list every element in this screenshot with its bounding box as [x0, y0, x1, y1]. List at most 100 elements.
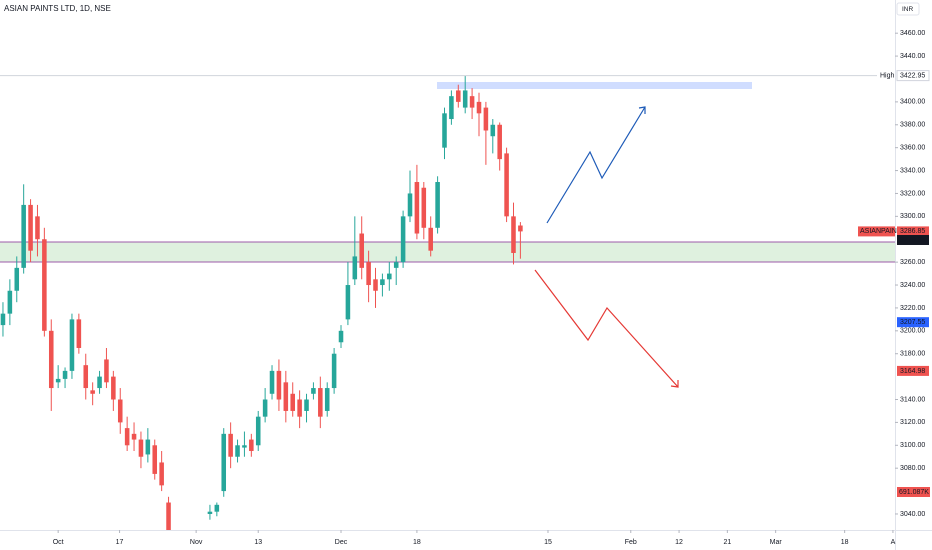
candle-body — [255, 416, 261, 446]
price-tag — [897, 365, 929, 376]
x-tick-label: Dec — [335, 539, 348, 546]
candle-body — [504, 153, 509, 217]
candle-body — [400, 216, 406, 263]
resistance-box — [437, 82, 752, 89]
candle-body — [83, 365, 89, 389]
x-tick-label: 18 — [413, 539, 421, 546]
candle-body — [0, 313, 6, 326]
y-tick-label: 3400.00 — [900, 99, 925, 106]
currency-box — [896, 2, 920, 16]
x-tick-label: 21 — [723, 539, 731, 546]
y-tick-label: 3100.00 — [900, 442, 925, 449]
bear-path — [534, 269, 679, 388]
candle-body — [428, 227, 433, 251]
y-tick-label: 3380.00 — [900, 122, 925, 129]
candle-body — [449, 96, 454, 120]
candle-body — [7, 290, 13, 314]
candle-body — [131, 433, 137, 440]
support-zone — [0, 241, 895, 263]
candle-body — [235, 445, 240, 457]
high-tag — [877, 70, 895, 81]
x-tick-label: A — [891, 539, 896, 546]
candle-body — [407, 193, 413, 217]
symbol-name: ASIANPAINT — [860, 228, 902, 235]
y-tick-label: 3180.00 — [900, 351, 925, 358]
zone-fill — [0, 242, 895, 262]
candle-body — [21, 204, 26, 268]
candle-body — [338, 330, 344, 343]
x-tick-label: Nov — [190, 539, 203, 546]
candle-body — [166, 502, 171, 530]
candle-body — [276, 370, 282, 400]
candle-body — [269, 370, 275, 394]
candle-body — [387, 273, 392, 280]
candle-body — [90, 390, 95, 394]
candle-body — [152, 445, 158, 474]
candle-body — [138, 439, 144, 457]
x-tick-label: 17 — [116, 539, 124, 546]
candle-body — [35, 216, 40, 240]
volume-tag — [897, 487, 930, 497]
price-value: 3207.55 — [900, 319, 925, 326]
candle-body — [393, 262, 399, 268]
candle-body — [62, 370, 68, 379]
candle-body — [76, 319, 82, 348]
x-tick-label: Oct — [53, 539, 64, 546]
candle-body — [352, 256, 358, 280]
y-tick-label: 3440.00 — [900, 53, 925, 60]
y-tick-label: 3080.00 — [900, 465, 925, 472]
y-tick-label: 3040.00 — [900, 511, 925, 518]
candle-body — [490, 124, 496, 137]
candle-body — [104, 359, 109, 383]
candle-body — [262, 399, 268, 417]
volume-value: 691.087K — [899, 489, 929, 496]
high-label: High — [880, 72, 895, 79]
candle-body — [28, 204, 33, 251]
y-tick-label: 3220.00 — [900, 305, 925, 312]
candle-body — [324, 388, 330, 411]
candle-body — [359, 233, 364, 268]
price-value: 3164.98 — [900, 368, 925, 375]
x-tick-label: 15 — [544, 539, 552, 546]
candle-body — [48, 330, 54, 389]
candle-body — [124, 428, 130, 446]
candles — [0, 75, 523, 530]
candle-body — [145, 439, 151, 455]
candle-body — [373, 279, 378, 291]
chart-title: ASIAN PAINTS LTD, 1D, NSE — [4, 4, 111, 13]
candle-body — [228, 433, 233, 457]
candle-body — [111, 376, 116, 400]
price-tag — [897, 234, 929, 245]
y-tick-label: 3300.00 — [900, 213, 925, 220]
candle-body — [414, 182, 420, 234]
y-tick-label: 3200.00 — [900, 328, 925, 335]
candle-body — [456, 90, 461, 102]
candle-body — [511, 216, 516, 253]
price-tag — [897, 317, 929, 328]
candle-body — [290, 393, 295, 411]
bear-arrowhead — [670, 380, 679, 388]
high-value: 3422.95 — [900, 72, 925, 79]
candle-body — [55, 378, 61, 383]
y-tick-label: 3340.00 — [900, 167, 925, 174]
y-tick-label: 3120.00 — [900, 419, 925, 426]
x-tick-label: 18 — [841, 539, 849, 546]
y-tick-label: 3260.00 — [900, 259, 925, 266]
candle-body — [345, 285, 351, 320]
candle-body — [221, 433, 227, 492]
y-tick-label: 3360.00 — [900, 145, 925, 152]
candle-body — [442, 113, 447, 148]
price-value: 3279.35 — [900, 237, 925, 244]
candle-body — [318, 388, 323, 417]
candle-body — [207, 511, 213, 514]
candle-body — [249, 439, 254, 452]
candle-body — [421, 187, 427, 228]
candle-body — [435, 182, 440, 228]
symbol-tag — [858, 226, 895, 237]
y-tick-label: 3460.00 — [900, 30, 925, 37]
candle-body — [380, 279, 385, 286]
candle-body — [14, 267, 20, 291]
candle-body — [462, 90, 468, 108]
y-tick-label: 3140.00 — [900, 396, 925, 403]
x-tick-label: 13 — [254, 539, 262, 546]
